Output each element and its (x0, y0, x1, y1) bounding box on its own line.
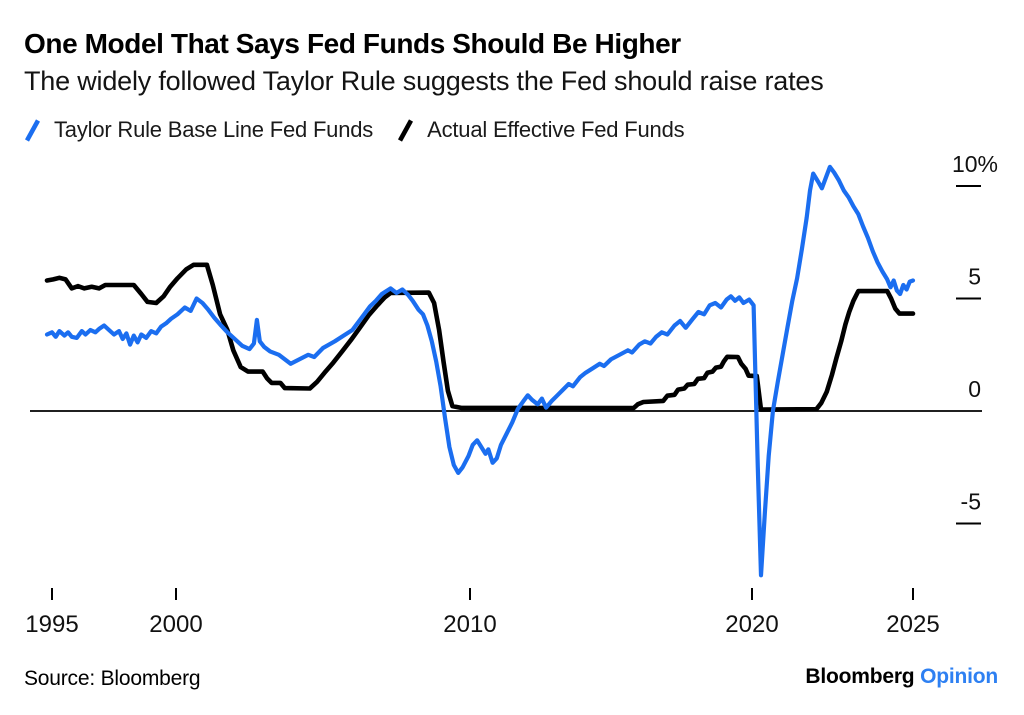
y-axis-label: 10% (952, 151, 998, 177)
x-axis-label: 1995 (25, 611, 78, 638)
logo-brand-text: Bloomberg (805, 665, 915, 688)
actual-fed-funds-line (44, 262, 916, 412)
taylor-rule-slash-icon (24, 118, 41, 142)
legend-label-taylor-rule: Taylor Rule Base Line Fed Funds (54, 117, 374, 142)
chart-title: One Model That Says Fed Funds Should Be … (24, 28, 681, 59)
legend-item-taylor-rule: Taylor Rule Base Line Fed Funds (24, 117, 373, 143)
y-axis-label: 5 (968, 264, 981, 290)
bloomberg-opinion-logo: Bloomberg Opinion (805, 665, 998, 689)
source-note: Source: Bloomberg (24, 667, 201, 690)
chart-legend: Taylor Rule Base Line Fed Funds Actual E… (24, 114, 685, 146)
legend-item-actual-fed-funds: Actual Effective Fed Funds (397, 117, 685, 143)
x-axis-label: 2020 (725, 611, 778, 638)
legend-label-actual-fed-funds: Actual Effective Fed Funds (427, 117, 685, 142)
taylor-rule-line (44, 164, 916, 578)
x-axis-label: 2025 (886, 611, 939, 638)
logo-opinion-text: Opinion (920, 665, 998, 688)
y-axis-label: 0 (968, 376, 981, 402)
x-axis-label: 2010 (443, 611, 496, 638)
y-axis-label: -5 (961, 489, 981, 515)
chart-subtitle: The widely followed Taylor Rule suggests… (24, 66, 824, 96)
x-axis-label: 2000 (149, 611, 202, 638)
actual-fed-funds-slash-icon (398, 118, 414, 142)
